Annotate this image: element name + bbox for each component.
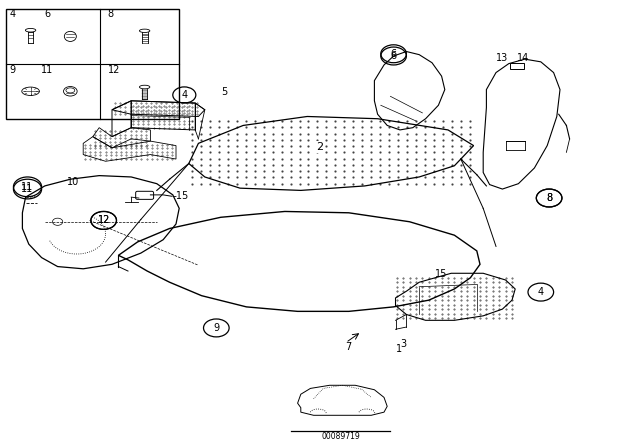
Text: 8: 8	[546, 193, 552, 203]
Text: 6: 6	[44, 9, 51, 19]
Text: 4: 4	[181, 90, 188, 100]
Text: 12: 12	[97, 215, 110, 225]
Text: 10: 10	[67, 177, 79, 187]
Text: –15: –15	[172, 191, 189, 201]
Text: 5: 5	[221, 87, 227, 97]
Text: 2: 2	[316, 142, 324, 152]
Text: 9: 9	[10, 65, 16, 75]
Text: 9: 9	[213, 323, 220, 333]
Bar	[510, 63, 524, 69]
Text: 4: 4	[10, 9, 16, 19]
Text: 4: 4	[538, 287, 544, 297]
Text: 11: 11	[41, 65, 54, 75]
Text: 8: 8	[108, 9, 114, 19]
Text: 7: 7	[346, 342, 352, 352]
Text: 8: 8	[546, 193, 552, 203]
Text: 11: 11	[21, 184, 34, 194]
Text: 11: 11	[21, 182, 34, 192]
Text: 3: 3	[400, 339, 406, 349]
Text: 00089719: 00089719	[321, 432, 360, 441]
Text: 14: 14	[517, 53, 529, 63]
Text: 12: 12	[97, 215, 110, 225]
Text: 13: 13	[496, 53, 508, 63]
Text: 15: 15	[435, 269, 447, 279]
Text: 12: 12	[108, 65, 120, 75]
Bar	[6, 9, 179, 119]
Text: 1: 1	[396, 344, 402, 353]
Text: 6: 6	[390, 51, 397, 61]
Text: 6: 6	[390, 49, 397, 59]
